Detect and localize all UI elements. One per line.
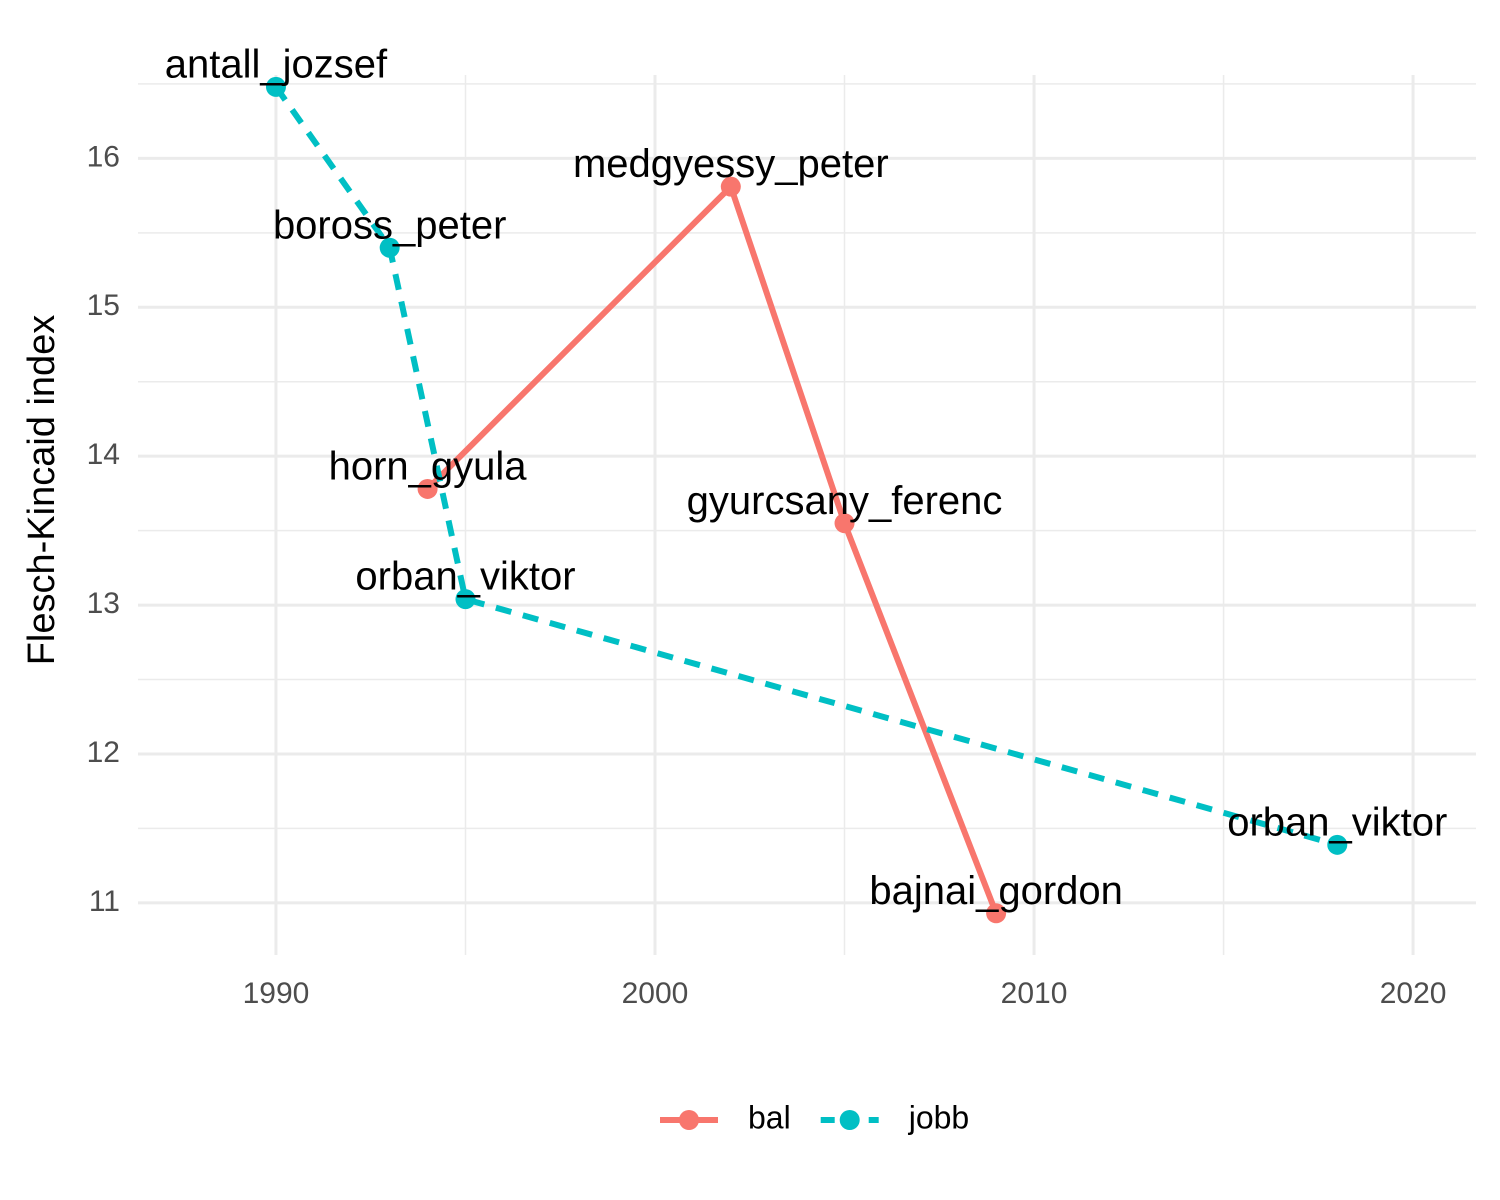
point-label: orban_viktor [355,555,575,599]
point-label: horn_gyula [329,445,528,489]
legend-key-point [679,1110,699,1130]
point [834,513,855,534]
y-tick-label: 14 [87,438,120,471]
point [986,903,1007,924]
legend-label: bal [748,1099,791,1135]
x-tick-label: 2000 [622,977,689,1010]
point [1327,834,1348,855]
point [265,76,286,97]
point-label: antall_jozsef [165,42,388,86]
y-tick-label: 11 [89,885,120,918]
point [455,589,476,610]
y-axis-title: Flesch-Kincaid index [21,315,63,666]
point-label: medgyessy_peter [573,142,889,186]
point [720,176,741,197]
y-tick-label: 13 [87,587,120,620]
series-line [425,181,999,915]
point [417,478,438,499]
legend-key-point [839,1110,860,1130]
point-label: orban_viktor [1227,800,1447,844]
point-label: bajnai_gordon [869,869,1123,913]
y-tick-label: 16 [87,140,120,173]
point [379,237,400,258]
x-tick-label: 2020 [1380,977,1447,1010]
series-line [273,85,1339,848]
legend-label: jobb [908,1099,970,1135]
y-tick-label: 12 [87,736,120,769]
point-label: gyurcsany_ferenc [687,479,1003,523]
x-tick-label: 2010 [1001,977,1068,1010]
y-tick-label: 15 [87,289,120,322]
point-label: boross_peter [273,203,506,247]
x-tick-label: 1990 [243,977,310,1010]
